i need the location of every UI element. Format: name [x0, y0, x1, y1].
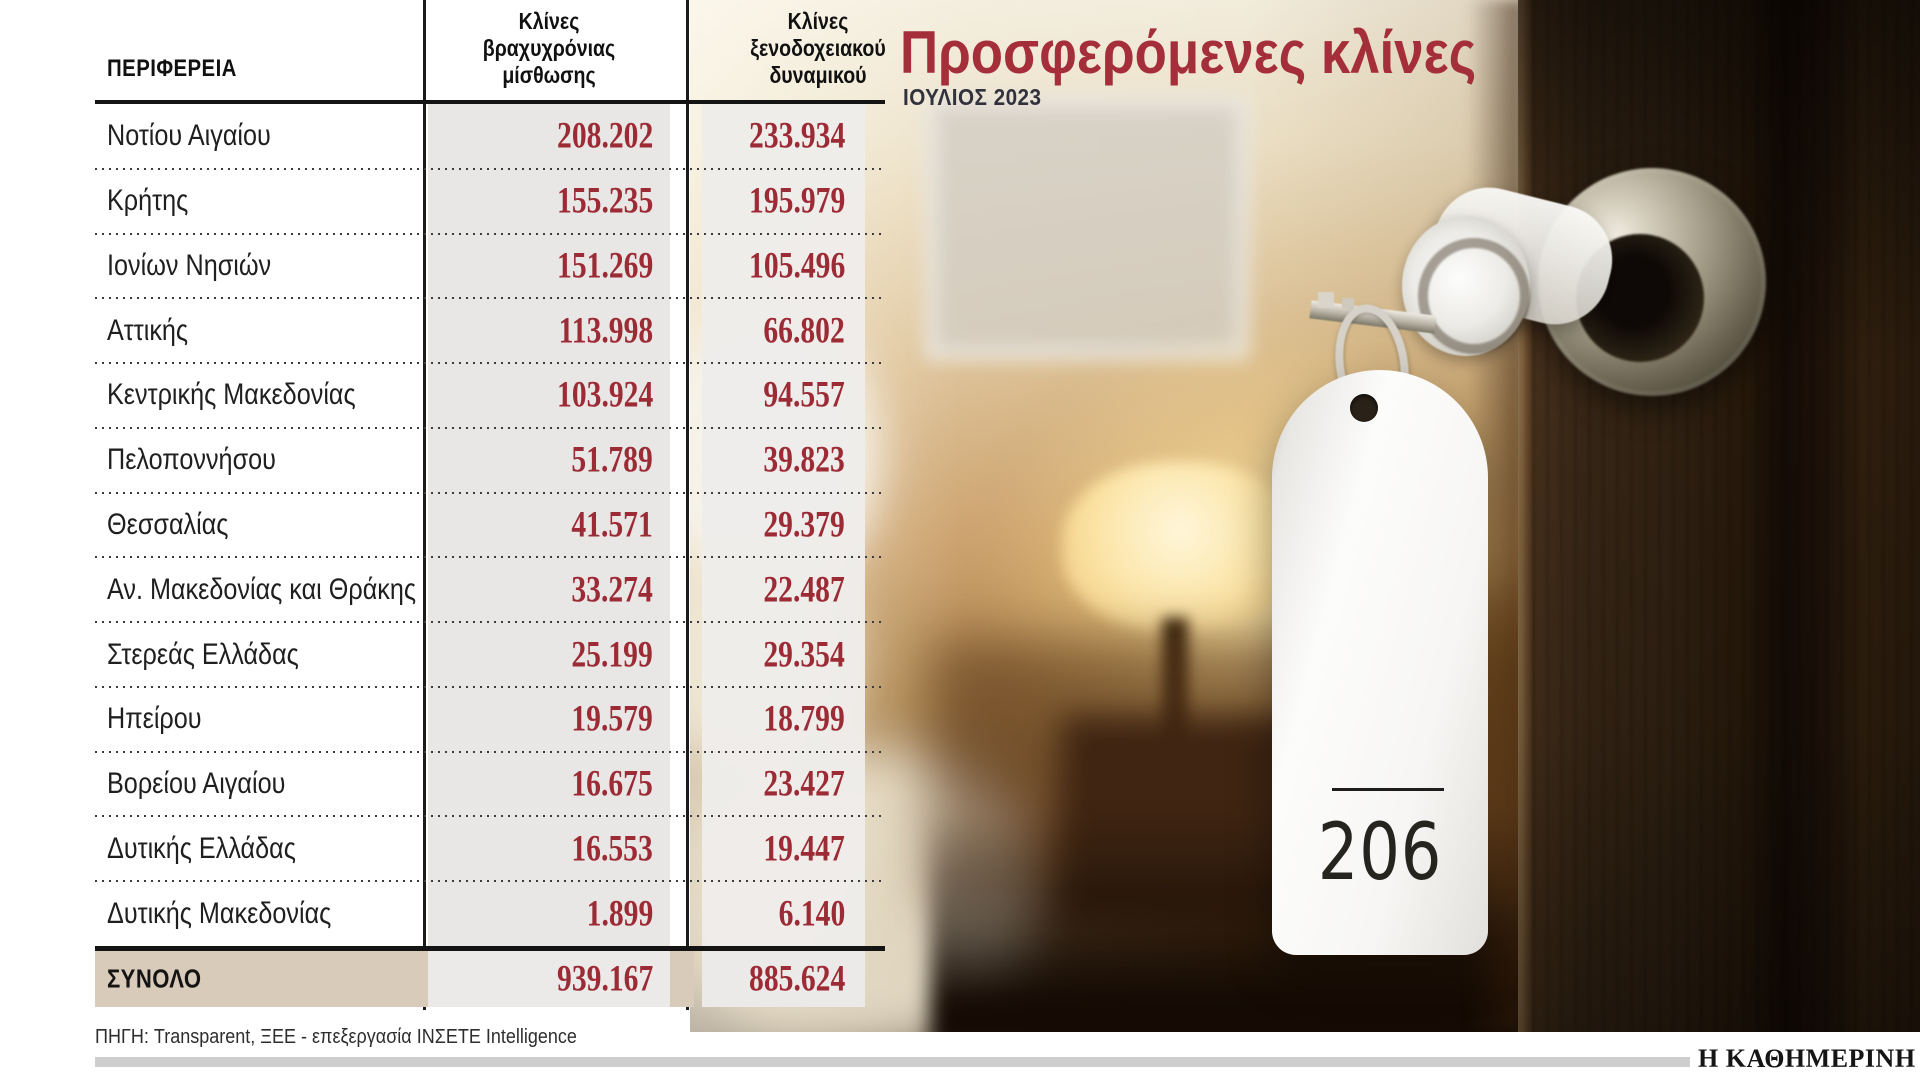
region-name: Κρήτης — [107, 184, 189, 218]
table-row: Αν. Μακεδονίας και Θράκης 33.274 22.487 — [95, 557, 885, 623]
region-name: Βορείου Αιγαίου — [107, 767, 286, 801]
table-row: Πελοποννήσου 51.789 39.823 — [95, 428, 885, 494]
hotel-column-header: Κλίνες ξενοδοχειακού δυναμικού — [750, 8, 886, 88]
tag-divider-line — [1332, 788, 1444, 791]
door-lighting — [1518, 0, 1920, 1032]
lamp-shade — [1062, 462, 1297, 632]
room-key-tag: 206 — [1272, 370, 1488, 955]
source-note: ΠΗΓΗ: Transparent, ΞΕΕ - επεξεργασία ΙΝΣ… — [95, 1026, 577, 1048]
beds-table: ΠΕΡΙΦΕΡΕΙΑ Κλίνες βραχυχρόνιας μίσθωσης … — [95, 0, 886, 1012]
column-divider — [423, 0, 426, 1010]
region-name: Δυτικής Μακεδονίας — [107, 896, 332, 930]
region-name: Δυτικής Ελλάδας — [107, 831, 296, 865]
table-row: Αττικής 113.998 66.802 — [95, 298, 885, 364]
page-subtitle: ΙΟΥΛΙΟΣ 2023 — [903, 84, 1042, 110]
region-name: Νοτίου Αιγαίου — [107, 119, 271, 153]
table-row: Ηπείρου 19.579 18.799 — [95, 687, 885, 753]
total-label: ΣΥΝΟΛΟ — [107, 963, 202, 994]
region-name: Αν. Μακεδονίας και Θράκης — [107, 572, 417, 606]
region-name: Ιονίων Νησιών — [107, 248, 272, 282]
region-column-header: ΠΕΡΙΦΕΡΕΙΑ — [107, 55, 237, 82]
key-tooth — [1318, 292, 1334, 308]
room-number: 206 — [1317, 808, 1443, 898]
brand-bar — [95, 1057, 1690, 1067]
table-row: Θεσσαλίας 41.571 29.379 — [95, 493, 885, 559]
region-name: Ηπείρου — [107, 702, 202, 736]
region-name: Στερεάς Ελλάδας — [107, 637, 299, 671]
header-rule — [95, 100, 885, 104]
region-name: Πελοποννήσου — [107, 443, 276, 477]
table-row: Κεντρικής Μακεδονίας 103.924 94.557 — [95, 363, 885, 429]
tag-hole — [1350, 394, 1378, 422]
region-name: Θεσσαλίας — [107, 507, 229, 541]
picture-frame-blur — [925, 96, 1249, 360]
table-row: Κρήτης 155.235 195.979 — [95, 169, 885, 235]
table-row: Στερεάς Ελλάδας 25.199 29.354 — [95, 622, 885, 688]
door-panel — [1518, 0, 1920, 1032]
table-row: Δυτικής Ελλάδας 16.553 19.447 — [95, 816, 885, 882]
total-rule — [95, 946, 885, 951]
total-row: ΣΥΝΟΛΟ 939.167 885.624 — [95, 951, 885, 1007]
region-name: Αττικής — [107, 313, 189, 347]
region-name: Κεντρικής Μακεδονίας — [107, 378, 356, 412]
total-hotel-cell-bg — [702, 951, 865, 1007]
table-rows: Νοτίου Αιγαίου 208.202 233.934 Κρήτης 155.23… — [95, 104, 885, 946]
table-row: Δυτικής Μακεδονίας 1.899 6.140 — [107, 893, 845, 935]
short-term-column-stripe — [428, 104, 670, 946]
hotel-column-stripe — [702, 104, 865, 946]
page-title: Προσφερόμενες κλίνες — [900, 19, 1477, 86]
table-row: Νοτίου Αιγαίου 208.202 233.934 — [95, 104, 885, 170]
key-head-ring — [1418, 238, 1530, 354]
table-row: Ιονίων Νησιών 151.269 105.496 — [95, 234, 885, 300]
key-tooth — [1342, 298, 1354, 310]
newspaper-logo: Η ΚΑΘΗΜΕΡΙΝΗ — [1698, 1044, 1916, 1073]
column-divider — [686, 0, 689, 1010]
short-term-column-header: Κλίνες βραχυχρόνιας μίσθωσης — [482, 8, 616, 88]
total-short-term-cell-bg — [428, 951, 670, 1007]
table-row: Βορείου Αιγαίου 16.675 23.427 — [95, 752, 885, 818]
